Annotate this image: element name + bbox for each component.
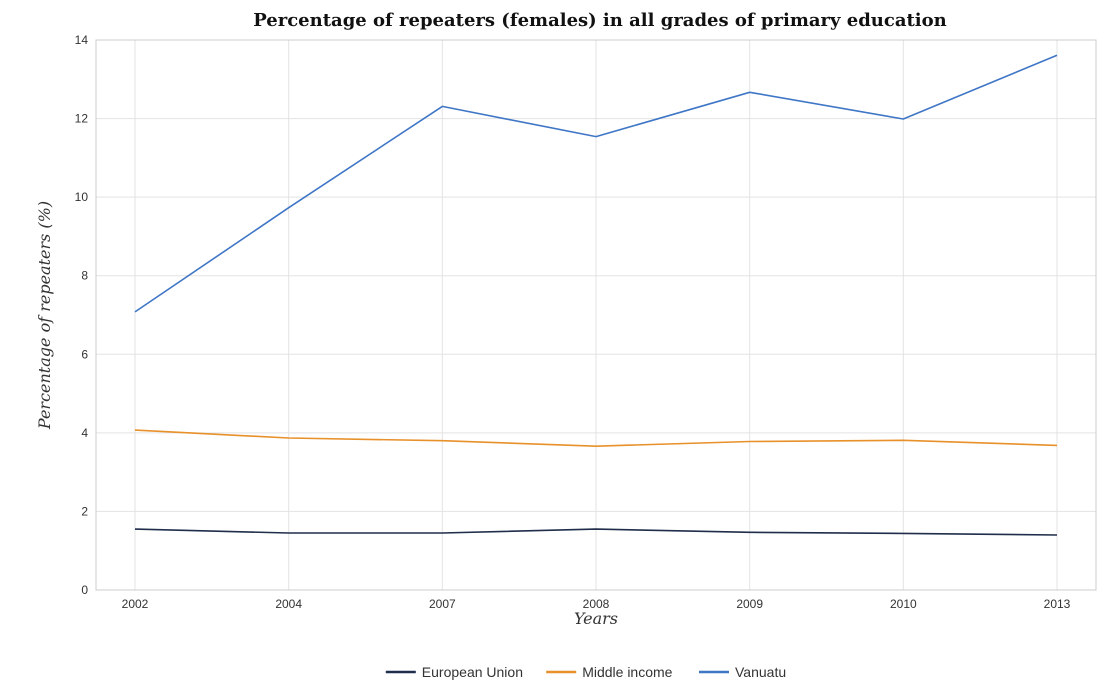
y-tick-label: 10: [75, 190, 89, 204]
x-tick-label: 2002: [122, 597, 149, 611]
plot-frame: [95, 39, 1097, 591]
x-tick-label: 2013: [1044, 597, 1071, 611]
legend-label: Middle income: [582, 664, 672, 680]
series-line-middle-income: [134, 429, 1058, 448]
legend: European Union Middle income Vanuatu: [385, 664, 786, 680]
y-tick-label: 6: [81, 347, 88, 361]
x-tick-label: 2009: [736, 597, 763, 611]
x-tick-label: 2007: [429, 597, 456, 611]
legend-item: Vanuatu: [699, 664, 786, 680]
series-line-vanuatu: [134, 54, 1058, 313]
legend-item: Middle income: [546, 664, 673, 680]
legend-item: European Union: [385, 664, 523, 680]
series-lines: [134, 54, 1058, 536]
y-tick-label: 8: [81, 269, 88, 283]
x-axis-label: Years: [574, 609, 618, 628]
y-tick-label: 0: [81, 583, 88, 597]
y-axis-label: Percentage of repeaters (%): [35, 201, 54, 430]
legend-label: Vanuatu: [735, 664, 786, 680]
y-tick-label: 12: [75, 112, 89, 126]
y-tick-label: 4: [81, 426, 88, 440]
x-tick-label: 2010: [890, 597, 917, 611]
y-tick-label: 14: [75, 33, 89, 47]
x-axis-ticks: 2002 2004 2007 2008 2009 2010 2013: [122, 597, 1071, 611]
y-tick-label: 2: [81, 504, 88, 518]
legend-label: European Union: [422, 664, 523, 680]
grid-lines: [96, 39, 1096, 591]
chart-title: Percentage of repeaters (females) in all…: [253, 10, 947, 31]
x-tick-label: 2008: [583, 597, 610, 611]
y-axis-ticks: 0 2 4 6 8 10 12 14: [75, 33, 89, 597]
series-line-european-union: [134, 528, 1058, 536]
x-tick-label: 2004: [275, 597, 302, 611]
